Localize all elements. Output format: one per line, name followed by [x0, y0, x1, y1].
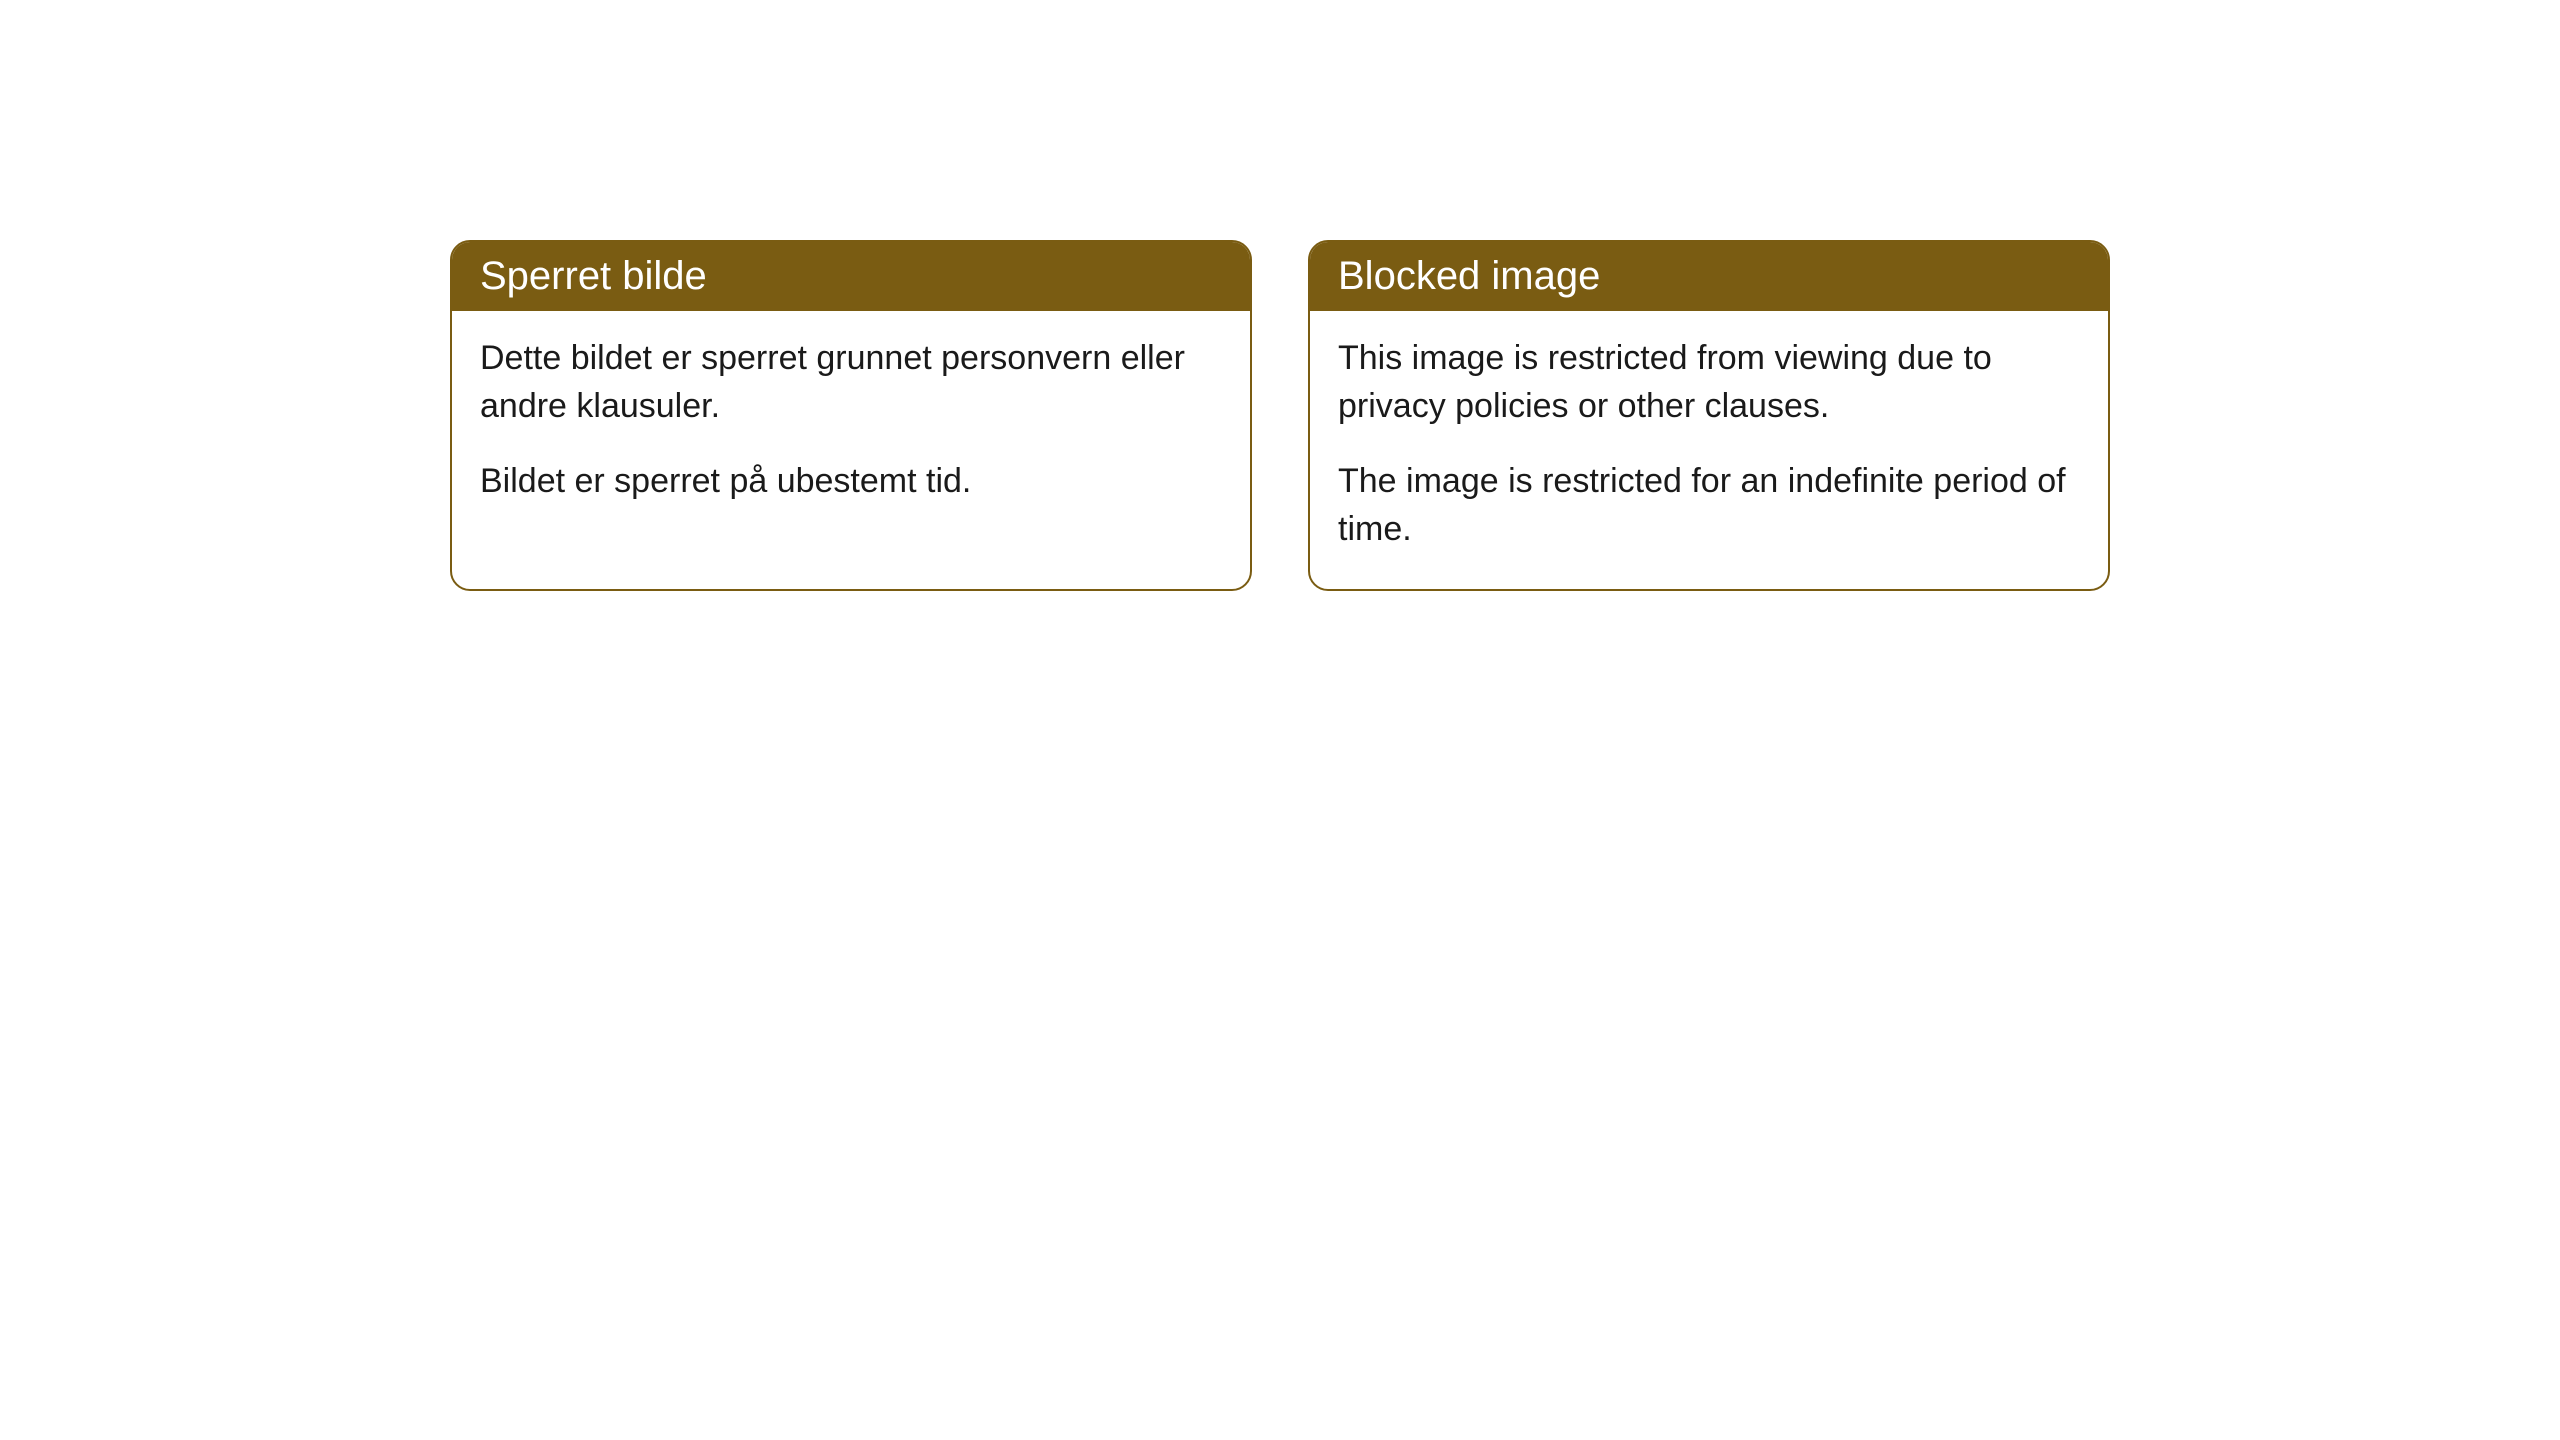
card-body-en: This image is restricted from viewing du…	[1310, 311, 2108, 589]
card-header-en: Blocked image	[1310, 242, 2108, 311]
blocked-image-card-no: Sperret bilde Dette bildet er sperret gr…	[450, 240, 1252, 591]
card-title-en: Blocked image	[1338, 254, 1600, 298]
blocked-image-card-en: Blocked image This image is restricted f…	[1308, 240, 2110, 591]
card-paragraph2-no: Bildet er sperret på ubestemt tid.	[480, 458, 1222, 506]
card-paragraph1-no: Dette bildet er sperret grunnet personve…	[480, 335, 1222, 430]
card-body-no: Dette bildet er sperret grunnet personve…	[452, 311, 1250, 542]
card-title-no: Sperret bilde	[480, 254, 707, 298]
card-paragraph2-en: The image is restricted for an indefinit…	[1338, 458, 2080, 553]
card-paragraph1-en: This image is restricted from viewing du…	[1338, 335, 2080, 430]
card-header-no: Sperret bilde	[452, 242, 1250, 311]
notice-cards-container: Sperret bilde Dette bildet er sperret gr…	[450, 240, 2110, 591]
